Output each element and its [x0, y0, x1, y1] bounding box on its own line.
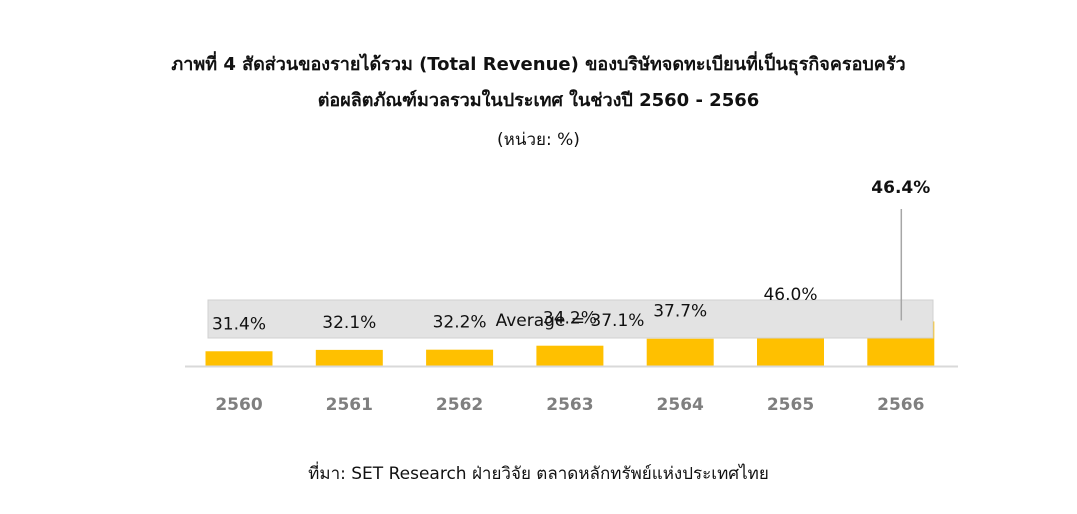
bar-2564 — [646, 338, 714, 366]
value-label-2564: 37.7% — [653, 302, 707, 322]
unit-label: (หน่วย: %) — [497, 130, 580, 150]
value-label-2563: 34.2% — [543, 309, 597, 329]
x-tick-label-2562: 2562 — [436, 395, 483, 415]
bar-2561 — [315, 349, 383, 366]
bar-2560 — [205, 351, 273, 366]
source-note: ที่มา: SET Research ฝ่ายวิจัย ตลาดหลักทร… — [308, 464, 769, 484]
x-tick-label-2560: 2560 — [215, 395, 262, 415]
value-label-2565: 46.0% — [763, 285, 817, 305]
average-band — [207, 299, 934, 339]
bar-2563 — [536, 345, 604, 366]
average-label: Average = 37.1% — [496, 311, 645, 331]
x-tick-label-2561: 2561 — [326, 395, 373, 415]
chart-title-line-2: ต่อผลิตภัณฑ์มวลรวมในประเทศ ในช่วงปี 2560… — [317, 90, 760, 111]
value-label-2562: 32.2% — [433, 313, 487, 333]
bar-2562 — [426, 349, 494, 366]
x-tick-label-2563: 2563 — [546, 395, 593, 415]
x-tick-label-2565: 2565 — [767, 395, 814, 415]
chart-title-line-1: ภาพที่ 4 สัดส่วนของรายได้รวม (Total Reve… — [171, 54, 906, 75]
value-label-2561: 32.1% — [322, 313, 376, 333]
x-tick-label-2564: 2564 — [657, 395, 704, 415]
x-tick-label-2566: 2566 — [877, 395, 924, 415]
value-label-2560: 31.4% — [212, 314, 266, 334]
value-label-2566: 46.4% — [871, 178, 930, 198]
